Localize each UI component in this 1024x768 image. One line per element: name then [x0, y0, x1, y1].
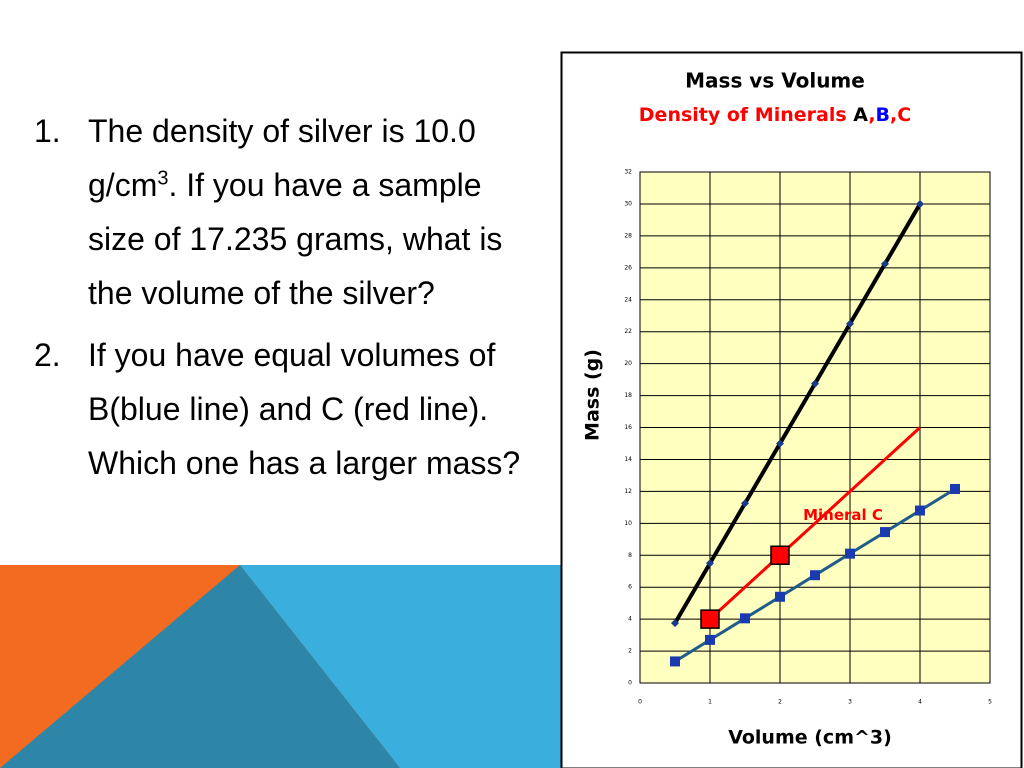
y-tick-label: 8	[628, 552, 632, 559]
point	[881, 259, 889, 268]
x-tick-label: 0	[638, 699, 642, 706]
point	[916, 199, 924, 208]
y-tick-label: 26	[624, 264, 632, 271]
blue-band	[240, 565, 561, 768]
x-tick-label: 4	[918, 699, 922, 706]
y-tick-label: 14	[624, 456, 632, 463]
question-text: The density of silver is 10.0 g/cm3. If …	[88, 104, 534, 320]
point	[811, 379, 819, 388]
subtitle-part: A	[853, 104, 868, 126]
point	[775, 591, 785, 602]
point	[915, 505, 925, 516]
series-line	[673, 202, 922, 625]
point	[705, 634, 715, 645]
point	[741, 499, 749, 508]
y-tick-label: 12	[624, 488, 632, 495]
y-tick-label: 6	[628, 584, 632, 591]
y-tick-label: 2	[628, 648, 632, 655]
y-tick-label: 28	[624, 232, 632, 239]
point	[810, 570, 820, 581]
question-number: 1.	[34, 113, 61, 149]
superscript: 3	[157, 167, 169, 190]
text: . If you have a sample size of 17.235 gr…	[88, 167, 503, 311]
subtitle-part: C	[897, 104, 911, 126]
y-tick-label: 10	[624, 520, 632, 527]
y-tick-label: 0	[628, 680, 632, 687]
subtitle-part: ,	[868, 104, 875, 126]
y-tick-label: 20	[624, 360, 632, 367]
y-tick-label: 30	[624, 200, 632, 207]
point	[770, 545, 790, 565]
y-tick-label: 32	[624, 169, 632, 176]
annotation: Mineral C	[803, 506, 883, 524]
y-tick-label: 4	[628, 616, 632, 623]
subtitle-part: Density of Minerals	[639, 104, 853, 126]
y-tick-label: 22	[624, 328, 632, 335]
point	[950, 483, 960, 494]
x-tick-label: 3	[848, 699, 852, 706]
y-tick-label: 18	[624, 392, 632, 399]
x-tick-label: 5	[988, 699, 992, 706]
question: 1. The density of silver is 10.0 g/cm3. …	[34, 104, 534, 320]
chart-title: Mass vs Volume	[685, 69, 865, 93]
point	[776, 439, 784, 448]
y-tick-label: 24	[624, 296, 632, 303]
x-tick-label: 2	[778, 699, 782, 706]
point	[740, 613, 750, 624]
y-axis-label: Mass (g)	[582, 349, 604, 441]
point	[670, 656, 680, 667]
subtitle-part: ,	[890, 104, 897, 126]
question-text: If you have equal volumes of B(blue line…	[88, 337, 521, 481]
dark-blue-triangle	[0, 565, 400, 768]
question: 2. If you have equal volumes of B(blue l…	[34, 328, 534, 490]
subtitle-part: B	[876, 104, 890, 126]
point	[845, 548, 855, 559]
point	[700, 609, 720, 629]
question-list: 1. The density of silver is 10.0 g/cm3. …	[34, 104, 534, 498]
chart-subtitle: Density of Minerals A,B,C	[639, 104, 911, 126]
point	[846, 319, 854, 328]
text: The density of silver is 10.0 g/cm	[88, 113, 476, 203]
point	[671, 619, 679, 628]
x-axis-label: Volume (cm^3)	[728, 727, 892, 749]
point	[706, 559, 714, 568]
x-tick-label: 1	[708, 699, 712, 706]
question-number: 2.	[34, 337, 61, 373]
point	[880, 527, 890, 538]
y-tick-label: 16	[624, 424, 632, 431]
